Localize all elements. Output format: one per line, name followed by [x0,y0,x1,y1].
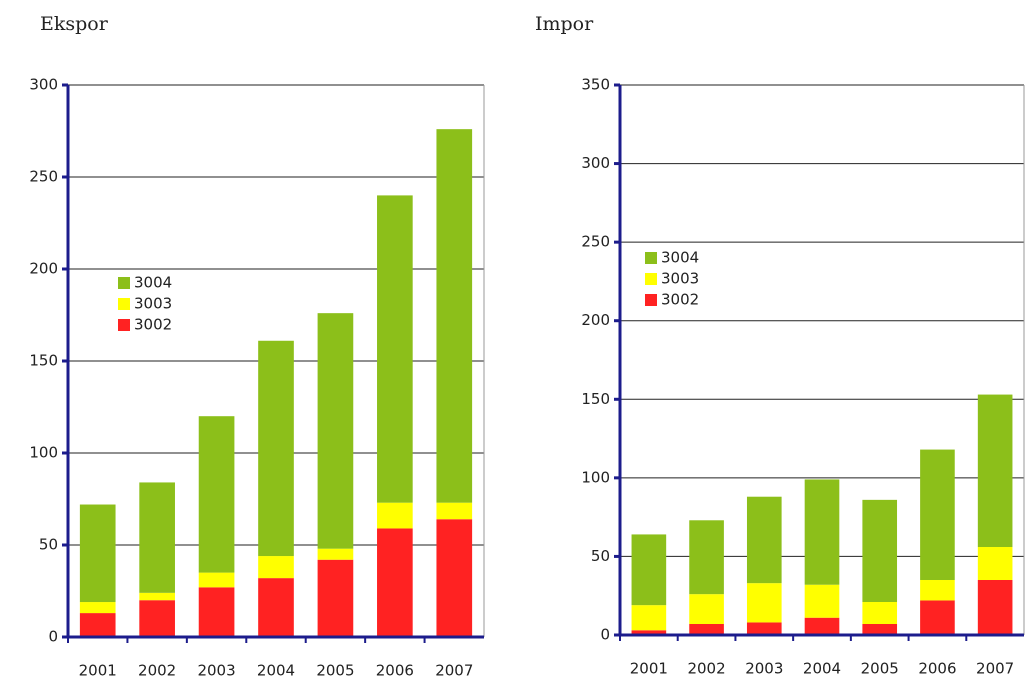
y-tick-label: 0 [48,628,58,646]
bar-segment [198,587,235,637]
y-tick-label: 250 [581,233,610,251]
x-tick-label: 2003 [197,662,235,680]
bar-segment [920,580,955,601]
legend-label: 3004 [661,249,699,267]
bar-segment [377,528,413,637]
bar-segment [436,502,473,520]
bar-segment [804,584,840,618]
x-tick-label: 2001 [79,662,117,680]
x-tick-label: 2001 [630,660,668,678]
bar-segment [746,583,782,623]
x-tick-label: 2002 [687,660,725,678]
x-tick-label: 2004 [257,662,295,680]
legend-swatch [118,298,130,310]
legend-swatch [645,273,657,285]
bar-segment [862,602,898,624]
x-tick-label: 2003 [745,660,783,678]
bar-segment [258,556,294,579]
legend-label: 3002 [661,291,699,309]
x-tick-label: 2004 [803,660,841,678]
bar-segment [746,622,782,635]
y-tick-label: 200 [29,260,58,278]
bar-segment [79,504,116,603]
legend-swatch [118,319,130,331]
bar-segment [258,578,294,637]
bar-segment [920,600,955,635]
bar-segment [139,600,175,637]
y-tick-label: 150 [29,352,58,370]
y-tick-label: 300 [581,154,610,172]
bar-segment [689,624,724,635]
bar-segment [377,502,413,529]
bar-segment [977,547,1013,580]
bar-segment [920,449,955,580]
y-tick-label: 50 [39,536,58,554]
y-tick-label: 100 [29,444,58,462]
x-tick-label: 2006 [918,660,956,678]
bar-segment [317,548,354,560]
bar-segment [631,630,667,635]
chart-title: Impor [535,13,594,35]
bar-segment [139,482,175,593]
bar-segment [862,499,898,602]
bar-segment [689,594,724,624]
y-tick-label: 200 [581,311,610,329]
y-tick-label: 350 [581,76,610,94]
bar-segment [746,496,782,584]
x-tick-label: 2007 [976,660,1014,678]
legend-swatch [645,252,657,264]
legend-label: 3003 [134,295,172,313]
bar-segment [198,572,235,588]
y-tick-label: 300 [29,76,58,94]
bar-segment [79,613,116,637]
bar-segment [862,624,898,635]
legend-label: 3004 [134,274,172,292]
bar-segment [377,195,413,503]
x-tick-label: 2005 [316,662,354,680]
chart-title: Ekspor [40,13,109,35]
y-tick-label: 150 [581,390,610,408]
bar-segment [689,520,724,595]
bar-segment [436,519,473,637]
legend-swatch [645,294,657,306]
x-tick-label: 2005 [861,660,899,678]
bar-segment [317,313,354,549]
bar-segment [258,340,294,557]
y-tick-label: 250 [29,168,58,186]
bar-segment [977,580,1013,635]
y-tick-label: 50 [591,547,610,565]
y-tick-label: 100 [581,468,610,486]
bar-segment [631,605,667,631]
legend-swatch [118,277,130,289]
bar-segment [977,394,1013,547]
bar-segment [79,602,116,614]
y-tick-label: 0 [600,626,610,644]
x-tick-label: 2007 [435,662,473,680]
legend-label: 3003 [661,270,699,288]
bar-segment [139,592,175,601]
bar-segment [436,129,473,503]
bar-segment [804,479,840,585]
bar-segment [631,534,667,606]
bar-segment [804,617,840,635]
x-tick-label: 2002 [138,662,176,680]
x-tick-label: 2006 [376,662,414,680]
bar-segment [198,416,235,573]
legend-label: 3002 [134,316,172,334]
bar-segment [317,559,354,637]
